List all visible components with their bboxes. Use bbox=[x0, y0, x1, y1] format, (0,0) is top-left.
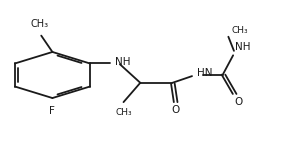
Text: HN: HN bbox=[197, 68, 212, 78]
Text: O: O bbox=[172, 105, 180, 115]
Text: CH₃: CH₃ bbox=[231, 26, 248, 34]
Text: CH₃: CH₃ bbox=[31, 19, 49, 29]
Text: CH₃: CH₃ bbox=[115, 108, 132, 117]
Text: NH: NH bbox=[235, 42, 250, 52]
Text: O: O bbox=[235, 97, 243, 107]
Text: NH: NH bbox=[115, 57, 130, 67]
Text: F: F bbox=[49, 106, 55, 116]
